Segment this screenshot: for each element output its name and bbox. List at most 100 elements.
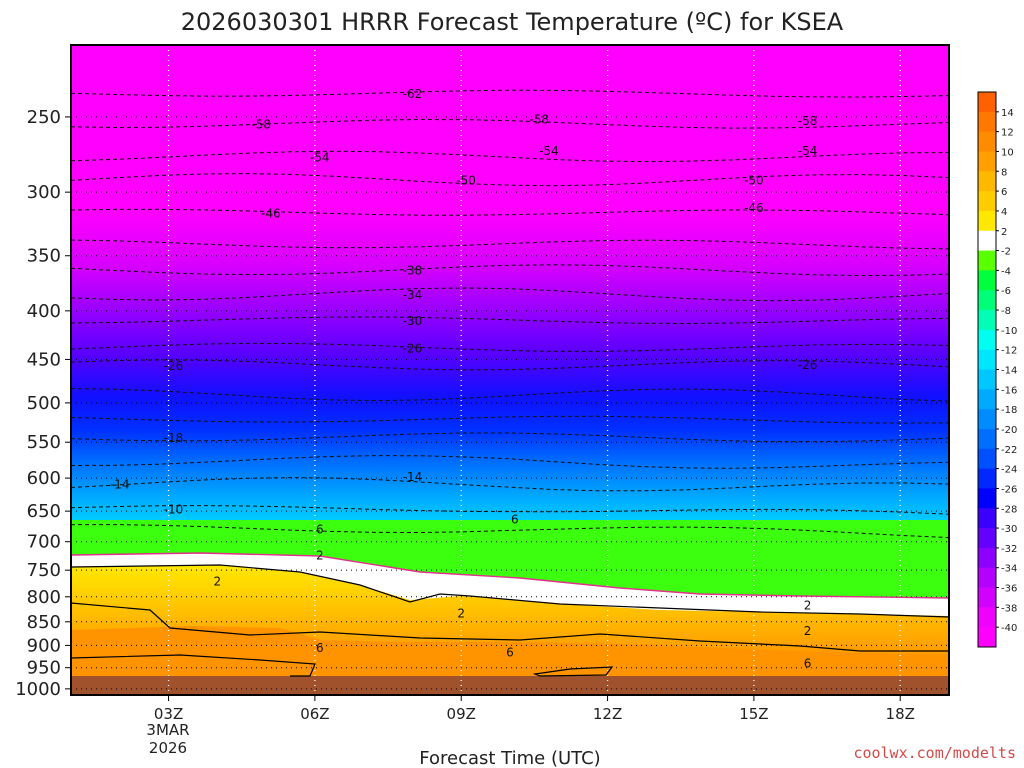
colorbar-label: 6 <box>1001 187 1007 198</box>
contour-label: -54 <box>539 144 559 158</box>
colorbar-swatch <box>978 131 996 152</box>
y-axis: 2503003504004505005506006507007508008509… <box>15 107 71 700</box>
y-tick-label: 750 <box>27 560 61 581</box>
colorbar-label: 12 <box>1001 128 1014 139</box>
contour-line-dashed <box>71 524 949 539</box>
contour-label: 6 <box>316 641 324 655</box>
x-tick-label: 03Z <box>154 705 183 723</box>
contour-line-solid <box>71 654 316 677</box>
contour-label: -50 <box>456 174 476 188</box>
contour-line-dashed <box>71 415 949 424</box>
colorbar-label: -12 <box>1001 346 1017 357</box>
colorbar-label: -38 <box>1001 603 1017 614</box>
colorbar-label: -30 <box>1001 524 1017 535</box>
contour-label: -62 <box>403 87 423 101</box>
colorbar-label: -32 <box>1001 544 1017 555</box>
x-tick-label: 06Z <box>300 705 329 723</box>
colorbar-label: -20 <box>1001 425 1017 436</box>
contour-label: -58 <box>798 114 818 128</box>
contour-label: 2 <box>457 606 465 620</box>
colorbar-swatch <box>978 567 996 589</box>
colorbar-label: -6 <box>1001 286 1011 297</box>
colorbar-swatch <box>978 488 996 509</box>
y-tick-label: 900 <box>27 635 61 656</box>
contour-label: -50 <box>744 174 764 188</box>
contour-label: 2 <box>804 598 812 612</box>
plot-frame <box>70 44 950 696</box>
ground-surface <box>71 676 949 695</box>
plot-area: -62 -58 -58 -58 -54 -54 -54 -50 -50 -46 -46 -38 -34 -… <box>71 45 949 695</box>
colorbar-swatch <box>978 547 996 569</box>
contour-label: -46 <box>744 201 764 215</box>
y-tick-label: 350 <box>27 246 61 267</box>
contour-label: -26 <box>403 341 423 355</box>
contour-label: 6 <box>804 656 812 670</box>
contour-labels: -62 -58 -58 -58 -54 -54 -54 -50 -50 -46 -46 -38 -34 -… <box>110 87 818 670</box>
contour-line-solid <box>532 666 614 677</box>
x-tick-label: 09Z <box>447 705 476 723</box>
y-tick-label: 450 <box>27 349 61 370</box>
contour-label: -54 <box>310 150 330 164</box>
colorbar: 14 12 10 8 6 4 2 -2 -4 -6 -8 -10 -12 -14 -16 -18 -20 -22 -… <box>977 91 1017 648</box>
x-axis-title: Forecast Time (UTC) <box>419 748 600 768</box>
y-tick-label: 700 <box>27 532 61 553</box>
colorbar-label: -22 <box>1001 445 1017 456</box>
contour-line-dashed <box>71 118 949 129</box>
colorbar-swatch <box>978 389 996 410</box>
x-tick-label: 12Z <box>593 705 622 723</box>
y-tick-label: 400 <box>27 301 61 322</box>
colorbar-swatch <box>978 92 996 113</box>
colorbar-label: -4 <box>1001 266 1011 277</box>
colorbar-swatch <box>978 468 996 489</box>
colorbar-swatch <box>978 369 996 390</box>
colorbar-label: -16 <box>1001 385 1017 396</box>
colorbar-swatch <box>978 290 996 311</box>
contour-label: -34 <box>403 288 423 302</box>
colorbar-label: -18 <box>1001 405 1017 416</box>
upper-field-fill <box>71 45 949 595</box>
colorbar-label: -34 <box>1001 564 1017 575</box>
contour-line-dashed <box>71 208 949 216</box>
colorbar-label: -26 <box>1001 484 1017 495</box>
contour-label: -58 <box>251 117 271 131</box>
colorbar-swatch <box>978 428 996 450</box>
colorbar-swatch <box>978 528 996 549</box>
colorbar-swatch <box>978 191 996 212</box>
colorbar-label: -24 <box>1001 465 1017 476</box>
colorbar-swatch <box>978 587 996 608</box>
colorbar-swatch <box>978 349 996 370</box>
contour-label: 2 <box>316 548 324 562</box>
near-surface-fill <box>71 626 949 680</box>
colorbar-swatch <box>978 270 996 291</box>
contour-label: -10 <box>164 503 184 517</box>
freezing-level-line <box>71 552 949 599</box>
contour-label: -26 <box>164 359 184 373</box>
contour-label: -26 <box>798 358 818 372</box>
x-tick-label: 15Z <box>739 705 768 723</box>
y-tick-label: 950 <box>27 658 61 679</box>
x-axis: 03Z 06Z 09Z 12Z 15Z 18Z <box>154 695 915 723</box>
colorbar-label: -2 <box>1001 247 1011 258</box>
colorbar-label: 8 <box>1001 167 1007 178</box>
y-tick-label: 250 <box>27 107 61 128</box>
colorbar-label: -10 <box>1001 326 1017 337</box>
colorbar-swatch <box>978 250 996 271</box>
colorbar-label: 14 <box>1001 108 1014 119</box>
source-credit: coolwx.com/modelts <box>853 744 1016 762</box>
colorbar-label: -14 <box>1001 366 1017 377</box>
contour-label: 6 <box>316 523 324 537</box>
colorbar-label: 2 <box>1001 227 1007 238</box>
y-tick-label: 800 <box>27 587 61 608</box>
contour-label: -18 <box>164 431 184 445</box>
colorbar-swatch <box>978 230 996 252</box>
y-tick-label: 650 <box>27 501 61 522</box>
date-year-label: 2026 <box>149 739 187 757</box>
y-tick-label: 600 <box>27 468 61 489</box>
colorbar-label: -36 <box>1001 584 1017 595</box>
colorbar-label: 4 <box>1001 207 1007 218</box>
colorbar-label: -40 <box>1001 623 1017 634</box>
contour-line-dashed <box>71 432 949 443</box>
contour-label: -14 <box>110 478 130 492</box>
y-tick-label: 550 <box>27 432 61 453</box>
contour-line-solid <box>71 602 949 652</box>
